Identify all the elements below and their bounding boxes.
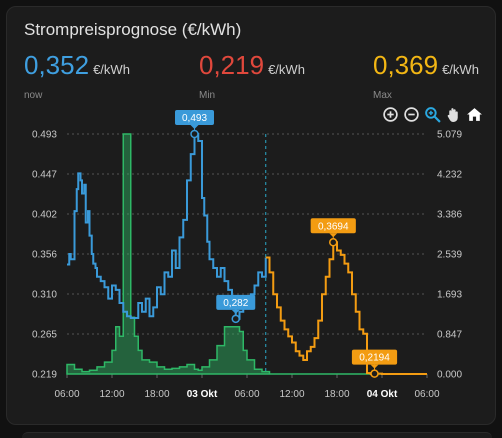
y-left-tick-label: 0.265 — [32, 330, 57, 341]
y-right-tick-label: 2.539 — [437, 250, 462, 261]
x-tick-label: 03 Okt — [187, 389, 218, 400]
zoom-in-icon[interactable] — [382, 106, 399, 123]
stat-max-value: 0,369 — [373, 50, 439, 80]
card-title: Strompreisprognose (€/kWh) — [24, 20, 242, 39]
y-right-tick-label: 0.000 — [437, 370, 462, 381]
marker-label-pointer — [231, 309, 240, 314]
marker-label-pointer — [190, 125, 199, 129]
y-right-tick-label: 4.232 — [437, 170, 462, 181]
marker-label-box — [310, 218, 356, 234]
y-left-tick-label: 0.219 — [32, 370, 57, 381]
marker-label-box — [351, 349, 398, 365]
stat-now-value: 0,352 — [24, 50, 90, 80]
y-right-tick-label: 1.693 — [437, 290, 462, 301]
x-tick-label: 12:00 — [99, 389, 124, 400]
marker-label: 0,493 — [182, 113, 207, 124]
x-tick-label: 12:00 — [279, 389, 304, 400]
volume-area — [66, 133, 427, 375]
y-left-tick-label: 0.310 — [32, 290, 57, 301]
marker-label-pointer — [329, 233, 338, 238]
zoom-select-icon[interactable] — [424, 106, 441, 123]
stat-now-label: now — [24, 90, 43, 101]
x-tick-label: 18:00 — [144, 389, 169, 400]
marker-label-pointer — [370, 364, 379, 369]
stat-min-label: Min — [199, 90, 216, 101]
chart-toolbar — [382, 106, 483, 123]
x-tick-label: 06:00 — [234, 389, 259, 400]
y-right-tick-label: 3.386 — [437, 210, 462, 221]
next-card-edge — [22, 432, 492, 438]
zoom-out-icon[interactable] — [403, 106, 420, 123]
pan-hand-icon[interactable] — [445, 106, 462, 123]
y-left-tick-label: 0.447 — [32, 170, 57, 181]
marker-point — [329, 238, 338, 247]
marker-label: 0,2194 — [359, 353, 390, 364]
x-tick-label: 06:00 — [414, 389, 439, 400]
stat-min-value: 0,219 — [199, 50, 265, 80]
stat-min-unit: €/kWh — [268, 62, 305, 77]
marker-point — [190, 129, 199, 139]
x-tick-label: 18:00 — [324, 389, 349, 400]
x-tick-label: 06:00 — [54, 389, 79, 400]
stat-max-label: Max — [373, 90, 392, 101]
y-left-tick-label: 0.402 — [32, 210, 57, 221]
reset-home-icon[interactable] — [466, 106, 483, 123]
y-left-tick-label: 0.356 — [32, 250, 57, 261]
y-right-tick-label: 5.079 — [437, 130, 462, 141]
price-forecast-line — [265, 241, 427, 375]
x-tick-label: 04 Okt — [367, 389, 398, 400]
marker-label: 0,282 — [223, 298, 248, 309]
marker-point — [370, 369, 379, 378]
y-right-tick-label: 0.847 — [437, 330, 462, 341]
marker-label-box — [175, 110, 214, 125]
price-history-line — [67, 133, 267, 320]
stat-max: 0,369 €/kWh Max — [373, 50, 479, 101]
marker-point — [231, 314, 240, 324]
stat-now-unit: €/kWh — [93, 62, 130, 77]
marker-label-box — [216, 294, 256, 310]
stat-min: 0,219 €/kWh Min — [199, 50, 305, 101]
stat-now: 0,352 €/kWh now — [24, 50, 130, 101]
marker-label: 0,3694 — [318, 221, 349, 232]
stat-max-unit: €/kWh — [442, 62, 479, 77]
y-left-tick-label: 0.493 — [32, 130, 57, 141]
